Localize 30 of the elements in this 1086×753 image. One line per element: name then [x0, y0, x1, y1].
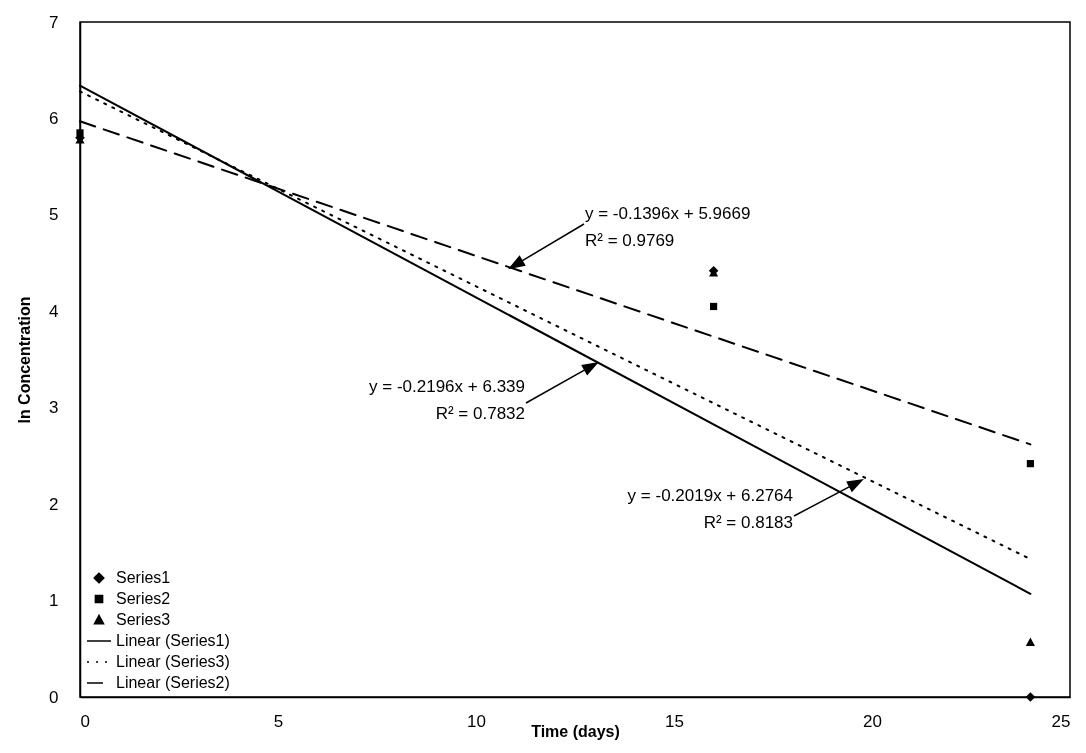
- y-tick-label: 7: [49, 12, 59, 32]
- annotation: y = -0.2196x + 6.339 R² = 0.7832: [369, 377, 525, 423]
- point: [1025, 637, 1035, 646]
- x-tick-label: 15: [665, 711, 684, 731]
- y-axis-title: ln Concentration: [16, 296, 34, 424]
- legend-label: Linear (Series3): [116, 653, 230, 670]
- y-tick-label: 1: [49, 591, 59, 611]
- y-tick-label: 0: [49, 687, 59, 707]
- legend-label: Series1: [116, 569, 171, 586]
- legend-label: Linear (Series1): [116, 632, 230, 649]
- legend-label: Series2: [116, 590, 171, 607]
- x-tick-label: 25: [1051, 711, 1071, 731]
- x-tick-label: 10: [467, 711, 486, 731]
- annotation: y = -0.1396x + 5.9669 R² = 0.9769: [585, 204, 751, 250]
- x-axis-title: Time (days): [531, 722, 620, 740]
- x-tick-label: 5: [273, 711, 284, 731]
- y-tick-label: 6: [49, 108, 59, 128]
- point: [1026, 460, 1034, 468]
- y-tick-label: 5: [49, 205, 59, 225]
- point: [76, 129, 84, 137]
- point: [710, 302, 718, 311]
- y-tick-label: 4: [49, 301, 59, 321]
- y-tick-label: 2: [49, 494, 59, 514]
- legend-label: Series3: [116, 611, 171, 628]
- x-tick-label: 20: [863, 711, 882, 731]
- y-tick-label: 3: [49, 398, 59, 418]
- annotation: y = -0.2019x + 6.2764 R² = 0.8183: [627, 486, 793, 532]
- legend-label: Linear (Series2): [116, 674, 230, 691]
- point: [1025, 692, 1036, 702]
- x-tick-label: 0: [80, 711, 90, 731]
